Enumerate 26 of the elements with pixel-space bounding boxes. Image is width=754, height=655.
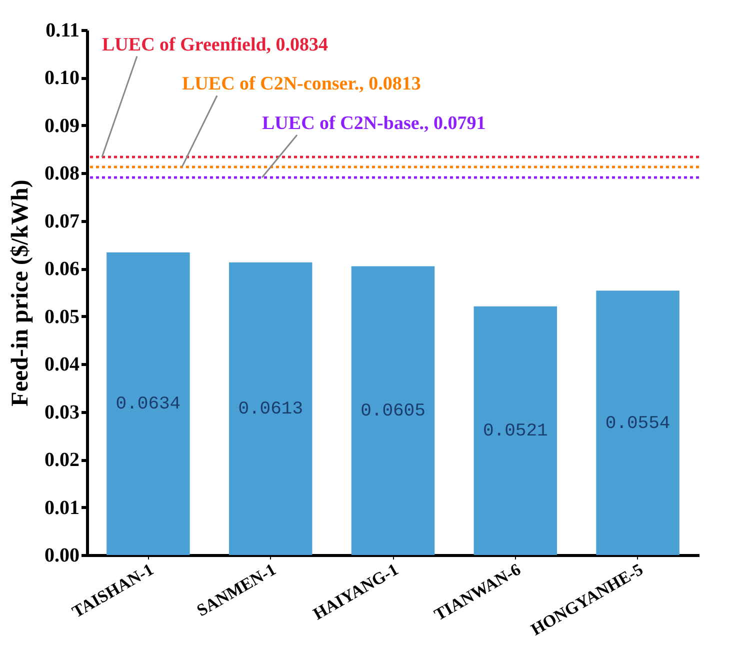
text: 0.07: [44, 210, 80, 232]
text: 0.00: [44, 544, 80, 566]
data-label: 0.0554: [605, 414, 670, 434]
bar: [351, 266, 435, 555]
bar: [228, 262, 312, 555]
data-label: 0.0634: [116, 394, 181, 415]
ref-line-label: LUEC of C2N-conser., 0.0813: [182, 74, 421, 95]
data-label: 0.0521: [482, 422, 548, 442]
bar: [106, 252, 190, 555]
ref-line-label: LUEC of Greenfield, 0.0834: [102, 34, 329, 56]
data-label: 0.0613: [238, 400, 304, 420]
text: 0.09: [44, 114, 80, 137]
y-axis-title: Feed-in price ($/kWh): [8, 180, 34, 406]
text: 0.06: [44, 258, 80, 280]
text: 0.05: [44, 306, 80, 328]
text: 0.08: [44, 162, 80, 185]
bar: [596, 290, 680, 555]
text: 0.02: [44, 449, 80, 472]
text: 0.10: [44, 67, 80, 90]
text: 0.03: [44, 401, 80, 424]
text: 0.11: [46, 20, 80, 42]
bar: [474, 306, 558, 555]
text: 0.04: [44, 354, 80, 376]
text: 0.01: [44, 496, 80, 519]
ref-line-label: LUEC of C2N-base., 0.0791: [262, 113, 486, 134]
data-label: 0.0605: [360, 402, 426, 422]
